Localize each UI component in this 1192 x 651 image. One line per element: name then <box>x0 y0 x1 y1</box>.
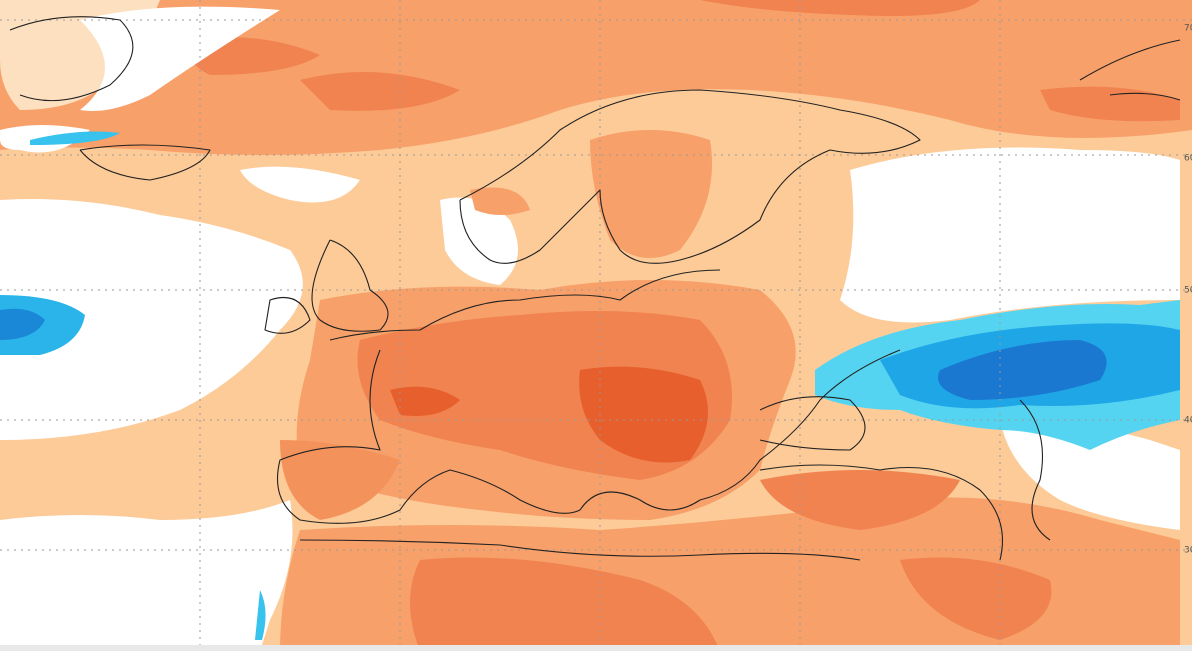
white-russia <box>840 147 1180 323</box>
iberia <box>280 440 400 520</box>
british-isles <box>264 239 389 334</box>
mediterranean <box>299 464 1004 561</box>
latitude-lines <box>0 19 1192 551</box>
north-dark-patches <box>187 0 1180 122</box>
black-caspian <box>759 396 1051 541</box>
lat-label: 50 <box>1184 286 1192 296</box>
iceland <box>9 16 134 102</box>
europe-darkest <box>390 366 708 463</box>
bottom-strip <box>0 645 1192 651</box>
northeast-coast <box>1079 39 1181 101</box>
continental-europe <box>276 269 901 524</box>
north-band <box>0 0 1192 155</box>
south-dark <box>410 470 1052 651</box>
lat-label: 30 <box>1184 546 1192 556</box>
blue-west-dark <box>0 308 45 340</box>
coastlines <box>9 16 1181 561</box>
white-central-asia <box>1000 420 1180 530</box>
blue-east-dark <box>938 340 1107 400</box>
lat-label: 40 <box>1184 416 1192 426</box>
white-atlantic <box>0 199 303 440</box>
lat-label: 60 <box>1184 154 1192 164</box>
white-southwest <box>0 500 293 651</box>
lat-label: 70 <box>1184 24 1192 34</box>
faroe-area <box>79 144 211 181</box>
white-patches <box>0 125 360 203</box>
latitude-labels: 70 60 50 40 30 <box>1184 24 1192 556</box>
scandinavia-mid <box>470 130 712 258</box>
scandinavia <box>459 89 921 264</box>
